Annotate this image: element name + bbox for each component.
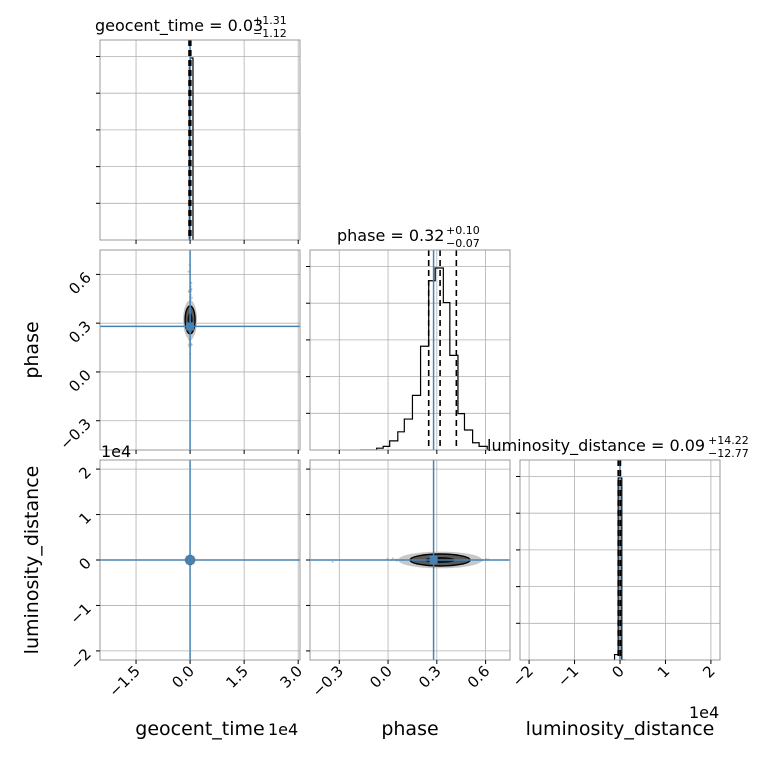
title-geocent-time-minus: −1.12 (253, 27, 287, 40)
ytick-label-luminosity_distance: −1 (66, 600, 94, 628)
xtick-label-phase: 0.3 (415, 662, 445, 692)
ytick-label-luminosity_distance: −2 (66, 645, 94, 673)
sample-point-geocent_time-phase (190, 288, 193, 291)
ytick-label-phase: 0.0 (65, 366, 95, 396)
truth-marker-geocent_time-phase (186, 322, 195, 331)
ytick-label-luminosity_distance: 1 (75, 509, 94, 528)
title-phase-minus: −0.07 (446, 237, 480, 250)
title-phase-plus: +0.10 (446, 224, 480, 237)
ytick-label-phase: −0.3 (56, 415, 94, 453)
ytick-label-luminosity_distance: 0 (75, 554, 94, 573)
xlabel-phase: phase (381, 718, 438, 740)
truth-marker-geocent_time-luminosity_distance (186, 556, 195, 564)
title-luminosity-distance: luminosity_distance = 0.09 (487, 436, 705, 456)
quantile-and-truth-layer (100, 40, 622, 660)
histogram-luminosity_distance (613, 477, 626, 660)
offset-label-luminosity-distance-y: 1e4 (101, 442, 131, 461)
ylabel-phase: phase (21, 321, 43, 378)
panel-phase-vs-geocent-time (100, 250, 300, 450)
offset-label-luminosity-distance-x: 1e4 (689, 703, 719, 722)
sample-point-geocent_time-phase (190, 296, 193, 299)
xtick-label-luminosity_distance: −2 (509, 662, 537, 690)
title-luminosity-distance-plus: +14.22 (708, 434, 749, 447)
frame-geocent-time-hist (99, 39, 301, 241)
ytick-label-luminosity_distance: 2 (75, 463, 94, 482)
xtick-label-geocent_time: −1.5 (105, 662, 143, 700)
xtick-label-luminosity_distance: −1 (554, 662, 582, 690)
xtick-label-geocent_time: 1.5 (222, 662, 252, 692)
xtick-label-phase: 0.6 (464, 662, 494, 692)
offset-label-geocent-time-x: 1e4 (268, 720, 298, 739)
title-geocent-time: geocent_time = 0.03 (95, 16, 263, 36)
sample-point-phase-luminosity_distance (331, 560, 334, 564)
sample-point-geocent_time-phase (187, 270, 190, 273)
xtick-label-phase: 0.0 (366, 662, 396, 692)
xtick-label-luminosity_distance: 2 (699, 662, 718, 681)
xlabel-geocent-time: geocent_time (135, 718, 264, 740)
panel-geocent-time-hist (100, 40, 300, 240)
truth-marker-phase-luminosity_distance (429, 556, 438, 564)
xtick-label-luminosity_distance: 1 (654, 662, 673, 681)
ytick-label-phase: 0.3 (65, 317, 95, 347)
title-geocent-time-plus: +1.31 (253, 14, 287, 27)
title-phase: phase = 0.32 (337, 226, 444, 245)
title-luminosity-distance-minus: −12.77 (708, 447, 749, 460)
xtick-label-geocent_time: 3.0 (276, 662, 306, 692)
ytick-label-phase: 0.6 (65, 268, 95, 298)
xtick-label-luminosity_distance: 0 (608, 662, 627, 681)
frame-phase-hist (309, 249, 511, 451)
sample-point-phase-luminosity_distance (391, 557, 394, 560)
xtick-label-geocent_time: 0.0 (168, 662, 198, 692)
xlabel-luminosity-distance: luminosity_distance (526, 718, 715, 740)
frame-phase-vs-geocent-time (99, 249, 301, 451)
panel-phase-hist (310, 250, 510, 450)
sample-point-geocent_time-phase (187, 343, 190, 347)
xtick-label-phase: −0.3 (309, 662, 347, 700)
ylabel-luminosity-distance: luminosity_distance (21, 466, 43, 655)
sample-point-geocent_time-phase (187, 290, 190, 293)
sample-point-geocent_time-phase (190, 343, 193, 346)
